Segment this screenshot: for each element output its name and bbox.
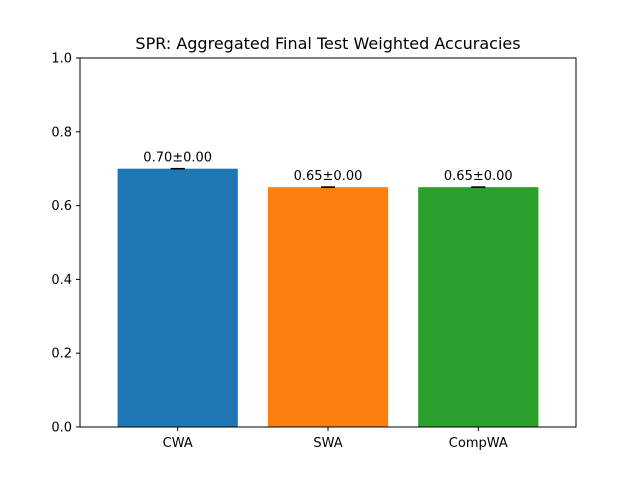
y-tick-label-2: 0.4 <box>51 273 72 288</box>
data-label-swa: 0.65±0.00 <box>294 169 363 184</box>
data-label-compwa: 0.65±0.00 <box>444 169 513 184</box>
error-bars-group <box>170 167 486 188</box>
y-tick-label-3: 0.6 <box>51 199 72 214</box>
x-tick-label-cwa: CWA <box>163 436 193 451</box>
bar-swa <box>267 187 389 427</box>
y-axis: 0.0 0.2 0.4 0.6 0.8 1.0 <box>51 52 80 436</box>
bar-cwa <box>117 168 238 427</box>
bars-group <box>117 168 539 427</box>
x-tick-label-swa: SWA <box>313 436 342 451</box>
plot-frame <box>79 57 577 428</box>
bar-compwa <box>418 187 539 427</box>
chart-title: SPR: Aggregated Final Test Weighted Accu… <box>135 34 520 53</box>
x-tick-label-compwa: CompWA <box>449 436 508 451</box>
y-tick-label-0: 0.0 <box>51 421 72 436</box>
y-tick-label-5: 1.0 <box>51 52 72 67</box>
y-tick-label-1: 0.2 <box>51 347 72 362</box>
data-labels-group: 0.70±0.00 0.65±0.00 0.65±0.00 <box>143 151 512 184</box>
y-tick-label-4: 0.8 <box>51 125 72 140</box>
data-label-cwa: 0.70±0.00 <box>143 151 212 166</box>
x-axis: CWA SWA CompWA <box>163 427 508 451</box>
